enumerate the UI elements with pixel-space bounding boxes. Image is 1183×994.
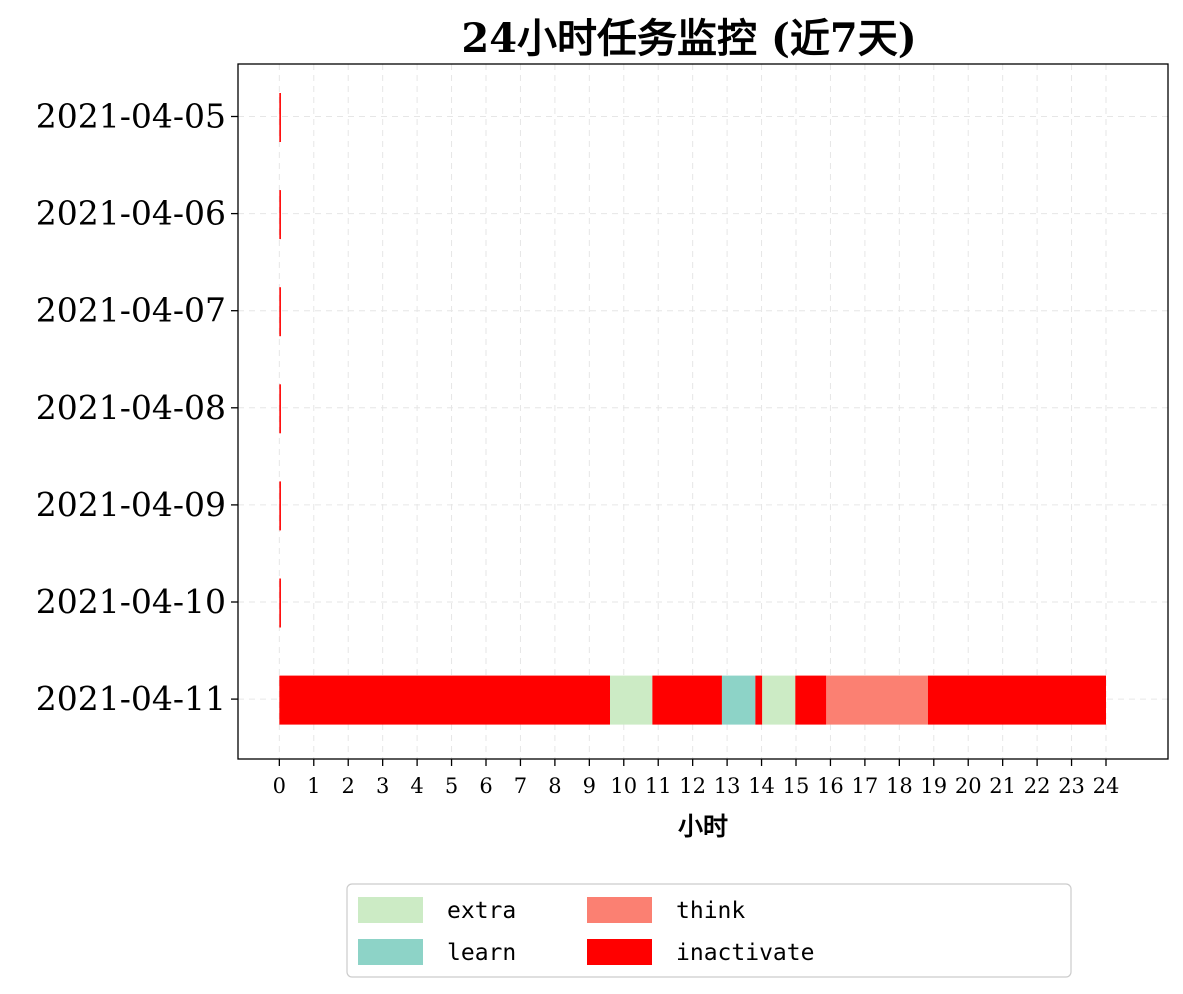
x-tick-label: 7	[514, 774, 527, 798]
y-axis: 2021-04-05 2021-04-06 2021-04-07 2021-04-08…	[36, 97, 238, 718]
bar-segment-inactivate	[755, 675, 763, 725]
x-tick-label: 8	[548, 774, 561, 798]
y-tick-label: 2021-04-06	[36, 194, 226, 233]
x-tick-label: 19	[920, 774, 947, 798]
bar-segment-inactivate	[795, 675, 827, 725]
legend-label-extra: extra	[447, 898, 516, 924]
legend-swatch-learn	[358, 939, 423, 965]
grid-lines	[238, 64, 1168, 759]
bar-segment-inactivate	[279, 481, 281, 531]
x-tick-label: 13	[714, 774, 741, 798]
x-tick-label: 21	[989, 774, 1016, 798]
legend-swatch-extra	[358, 897, 423, 923]
x-tick-label: 3	[376, 774, 389, 798]
x-tick-label: 20	[955, 774, 982, 798]
chart-title: 24小时任务监控 (近7天)	[461, 15, 916, 62]
x-tick-label: 6	[479, 774, 492, 798]
legend-box	[346, 883, 1072, 978]
bar-segment-inactivate	[279, 287, 281, 337]
x-tick-label: 16	[817, 774, 844, 798]
bar-segment-inactivate	[652, 675, 722, 725]
x-tick-label: 5	[445, 774, 458, 798]
bar-segment-learn	[721, 675, 756, 725]
y-tick-label: 2021-04-10	[36, 582, 226, 621]
x-tick-label: 15	[783, 774, 810, 798]
y-tick-label: 2021-04-07	[36, 291, 226, 330]
bar-segment-inactivate	[279, 384, 281, 434]
y-tick-label: 2021-04-05	[36, 97, 226, 136]
bar-segment-inactivate	[279, 93, 281, 142]
y-tick-label: 2021-04-08	[36, 388, 226, 427]
legend-swatch-inactivate	[587, 939, 652, 965]
x-tick-label: 23	[1058, 774, 1085, 798]
legend-label-inactivate: inactivate	[676, 940, 814, 966]
bar-segment-extra	[610, 675, 653, 725]
x-axis: 0 1 2 3 4 5 6 7 8 9 10 11 12 13 14 15 16 17 18 19 20 21 22 23 24	[273, 759, 1120, 798]
bar-segment-extra	[762, 675, 796, 725]
bar-segment-inactivate	[927, 675, 1106, 725]
legend: extra learn think inactivate	[346, 883, 1072, 978]
x-tick-label: 24	[1093, 774, 1120, 798]
x-tick-label: 2	[342, 774, 355, 798]
x-tick-label: 4	[410, 774, 423, 798]
x-tick-label: 1	[307, 774, 320, 798]
x-tick-label: 9	[583, 774, 596, 798]
bar-segment-think	[826, 675, 928, 725]
x-tick-label: 17	[852, 774, 879, 798]
x-tick-label: 14	[748, 774, 775, 798]
y-tick-label: 2021-04-09	[36, 485, 226, 524]
x-tick-label: 12	[679, 774, 706, 798]
x-tick-label: 18	[886, 774, 913, 798]
legend-label-learn: learn	[447, 940, 516, 966]
legend-label-think: think	[676, 898, 745, 924]
x-tick-label: 11	[645, 774, 672, 798]
y-tick-label: 2021-04-11	[36, 679, 226, 718]
bar-segment-inactivate	[279, 675, 610, 725]
legend-swatch-think	[587, 897, 652, 923]
x-axis-label: 小时	[678, 812, 728, 841]
timeline-bars	[279, 93, 1106, 725]
bar-segment-inactivate	[279, 190, 281, 240]
x-tick-label: 22	[1024, 774, 1051, 798]
bar-segment-inactivate	[279, 578, 281, 628]
plot-frame	[237, 63, 1169, 760]
x-tick-label: 0	[273, 774, 286, 798]
x-tick-label: 10	[610, 774, 637, 798]
